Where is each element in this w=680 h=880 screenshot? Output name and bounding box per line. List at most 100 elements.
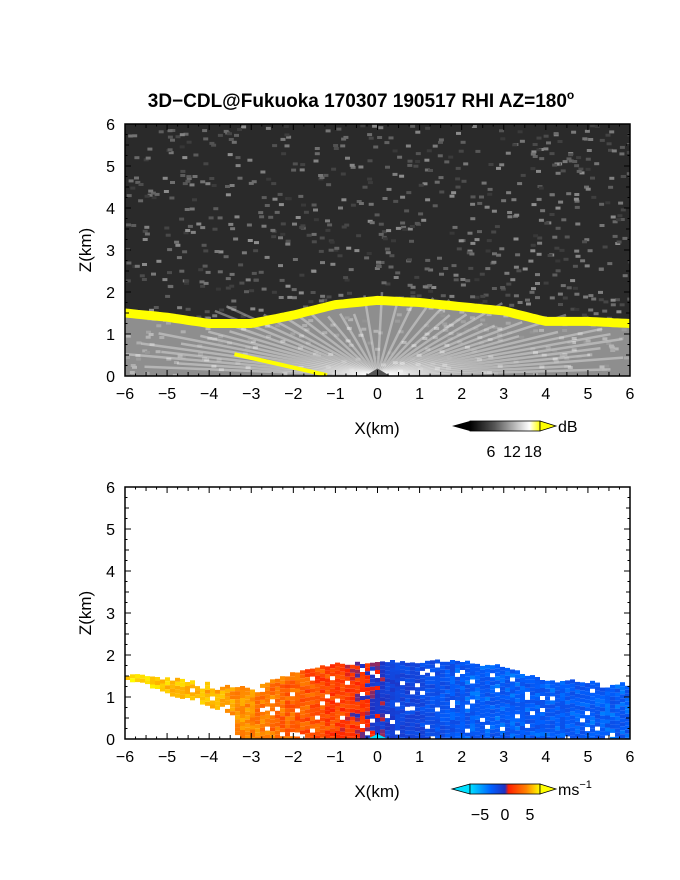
- snr-noise-cell: [303, 210, 309, 214]
- snr-noise-cell: [179, 217, 185, 221]
- snr-noise-cell: [187, 224, 193, 228]
- snr-noise-cell: [386, 187, 392, 191]
- velocity-cell: [560, 701, 565, 705]
- velocity-cell: [390, 664, 395, 668]
- snr-noise-cell: [599, 202, 605, 206]
- snr-noise-cell: [543, 134, 549, 138]
- velocity-cell: [565, 704, 570, 709]
- snr-noise-cell: [509, 303, 515, 307]
- snr-noise-cell: [341, 225, 347, 229]
- snr-noise-cell: [209, 177, 215, 180]
- velocity-cell: [535, 677, 540, 681]
- snr-noise-cell: [590, 176, 595, 180]
- velocity-cell: [185, 690, 190, 694]
- velocity-cell: [275, 694, 280, 699]
- velocity-cell: [500, 710, 505, 715]
- velocity-cell: [555, 710, 560, 715]
- snr-noise-cell: [167, 148, 173, 152]
- snr-noise-cell: [199, 280, 205, 284]
- velocity-cell: [500, 686, 505, 691]
- snr-noise-cell: [186, 140, 192, 144]
- velocity-cell: [510, 705, 515, 710]
- snr-noise-cell: [549, 193, 555, 197]
- velocity-cell: [330, 720, 335, 725]
- velocity-cell: [145, 676, 150, 681]
- velocity-cell: [285, 692, 290, 697]
- snr-noise-cell: [610, 215, 616, 219]
- velocity-cell: [220, 698, 225, 703]
- velocity-cell: [440, 681, 445, 686]
- velocity-cell: [440, 713, 445, 718]
- velocity-cell: [185, 686, 190, 690]
- velocity-cell: [450, 692, 455, 696]
- snr-noise-cell: [584, 264, 590, 268]
- x-tick-label: 5: [583, 749, 592, 766]
- velocity-cell: [340, 691, 345, 696]
- velocity-cell: [565, 708, 570, 713]
- velocity-cell: [370, 694, 375, 699]
- velocity-cell: [555, 734, 560, 739]
- snr-noise-cell: [572, 264, 578, 268]
- velocity-cell: [230, 707, 235, 712]
- velocity-cell: [255, 720, 260, 725]
- velocity-cell: [595, 702, 600, 707]
- velocity-cell: [405, 674, 410, 679]
- snr-noise-cell: [278, 203, 284, 207]
- velocity-cell: [330, 664, 335, 669]
- velocity-cell: [195, 686, 200, 691]
- snr-noise-cell: [134, 264, 140, 268]
- velocity-cell: [415, 719, 420, 724]
- snr-noise-cell: [461, 179, 467, 183]
- velocity-cell: [390, 708, 395, 712]
- velocity-cell: [345, 692, 350, 697]
- velocity-cell: [335, 674, 340, 679]
- velocity-cell: [490, 685, 495, 690]
- velocity-cell: [440, 661, 445, 666]
- snr-noise-cell: [162, 278, 168, 282]
- velocity-cell: [415, 699, 420, 704]
- velocity-cell: [600, 687, 605, 692]
- velocity-cell: [460, 662, 465, 666]
- velocity-cell: [430, 696, 435, 701]
- velocity-cell: [365, 699, 370, 704]
- velocity-cell: [385, 706, 390, 711]
- snr-noise-cell: [240, 314, 246, 318]
- velocity-cell: [365, 735, 370, 739]
- velocity-cell: [290, 684, 295, 689]
- velocity-cell: [545, 732, 550, 737]
- velocity-cell: [530, 707, 535, 712]
- velocity-cell: [335, 714, 340, 719]
- snr-noise-cell: [234, 215, 240, 219]
- velocity-cell: [400, 677, 405, 682]
- velocity-cell: [445, 665, 450, 670]
- snr-noise-cell: [381, 281, 387, 285]
- velocity-cell: [600, 711, 605, 716]
- snr-noise-cell: [575, 254, 581, 258]
- velocity-cell: [375, 714, 380, 718]
- velocity-cell: [485, 688, 490, 693]
- velocity-cell: [525, 707, 530, 712]
- velocity-cell: [510, 693, 515, 698]
- snr-noise-cell: [593, 312, 599, 316]
- velocity-cell: [285, 696, 290, 701]
- snr-noise-cell: [292, 162, 298, 166]
- snr-noise-cell: [610, 303, 616, 307]
- velocity-cell: [480, 713, 485, 718]
- velocity-cell: [380, 717, 385, 722]
- velocity-cell: [450, 672, 455, 676]
- snr-noise-cell: [341, 198, 347, 202]
- snr-noise-cell: [202, 129, 208, 133]
- snr-noise-cell: [558, 303, 563, 306]
- velocity-cell: [305, 729, 310, 734]
- velocity-cell: [470, 675, 475, 680]
- velocity-colorbar: ms−1 −5 0 5: [450, 779, 592, 824]
- snr-noise-cell: [451, 264, 457, 268]
- velocity-cell: [325, 722, 330, 727]
- snr-noise-cell: [422, 182, 428, 186]
- snr-noise-cell: [587, 249, 593, 253]
- velocity-cell: [605, 699, 610, 704]
- velocity-cell: [270, 719, 275, 724]
- velocity-cell: [475, 707, 480, 712]
- velocity-cell: [440, 673, 445, 678]
- snr-noise-cell: [543, 147, 549, 151]
